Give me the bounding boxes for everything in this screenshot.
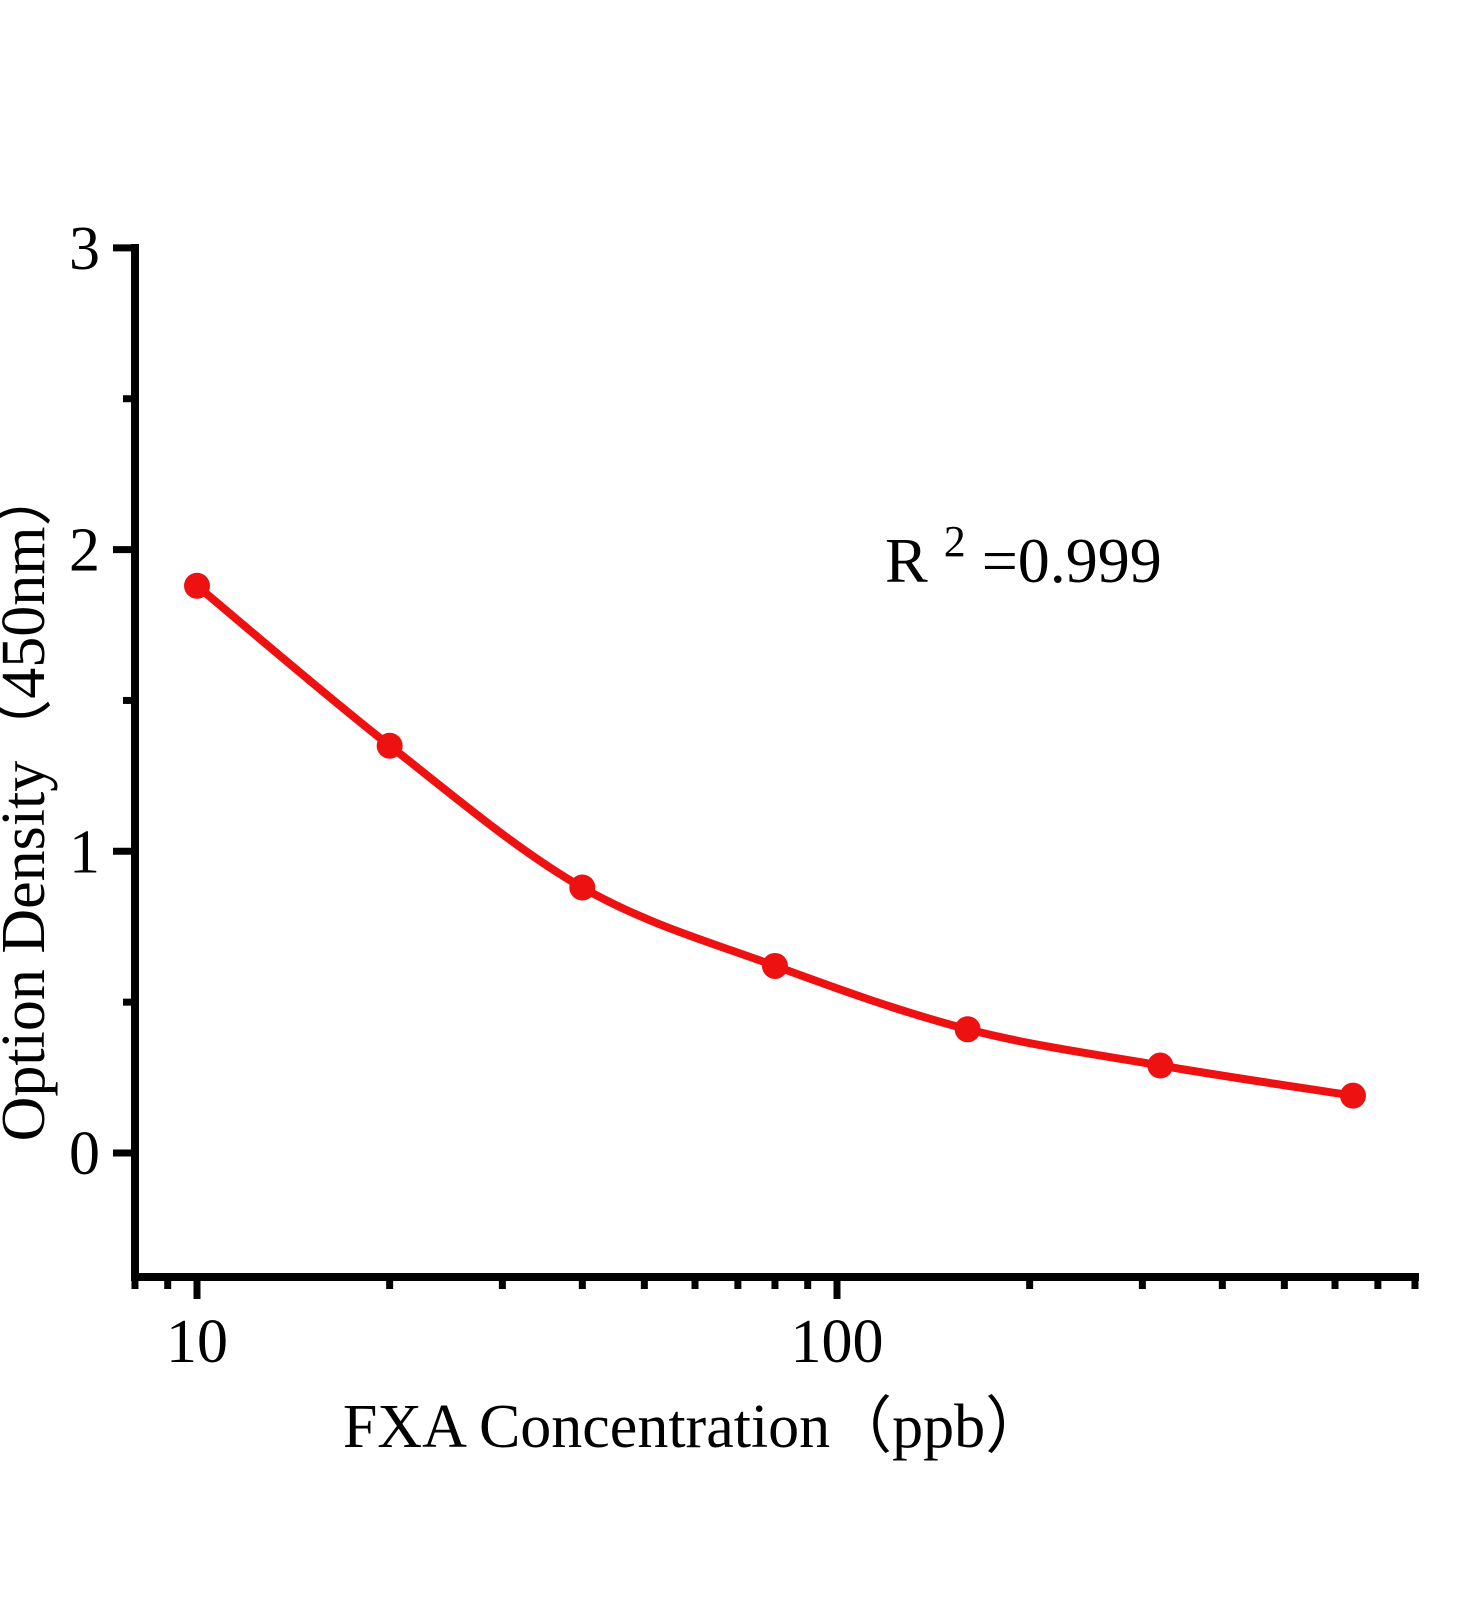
y-tick-label: 3 <box>69 215 100 283</box>
r-squared-base: R <box>885 525 928 596</box>
data-point <box>376 732 403 759</box>
data-point <box>954 1016 981 1043</box>
data-point <box>1147 1052 1174 1079</box>
y-axis-title: Option Density（450nm） <box>0 465 58 1142</box>
axis-lines <box>131 244 1419 1281</box>
tick-labels-layer: 0 1 2 3 10 100 <box>69 215 884 1376</box>
y-tick-label: 2 <box>69 517 100 585</box>
r-squared-annotation: R 2 =0.999 <box>885 499 1162 596</box>
data-point <box>184 572 210 599</box>
fit-curve <box>193 581 1357 1100</box>
y-tick-label: 1 <box>69 818 100 886</box>
series-layer <box>184 572 1366 1109</box>
x-tick-label: 10 <box>166 1308 228 1376</box>
data-point <box>761 952 788 979</box>
ticks-layer <box>113 244 1419 1299</box>
x-tick-label: 100 <box>791 1308 884 1376</box>
axes-layer <box>131 244 1419 1281</box>
data-point <box>1339 1082 1366 1109</box>
r-squared-exponent: 2 <box>944 517 966 566</box>
y-tick-label: 0 <box>69 1120 100 1188</box>
r-squared-value: =0.999 <box>982 525 1162 596</box>
x-axis-title: FXA Concentration（ppb） <box>343 1393 1047 1461</box>
data-point <box>569 874 596 901</box>
